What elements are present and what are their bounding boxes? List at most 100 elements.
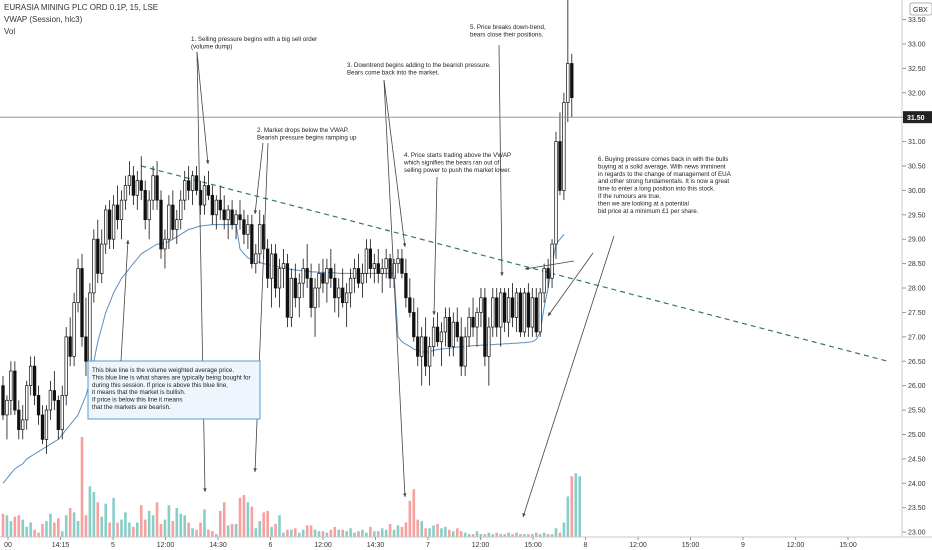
volume-bar (325, 532, 329, 537)
volume-bar (195, 529, 198, 537)
candle (171, 190, 175, 240)
candle-body (100, 243, 104, 274)
currency-label: GBX (913, 7, 928, 14)
candle (289, 268, 293, 328)
arrow-head (203, 488, 207, 492)
time-axis[interactable]: 00 14:15 5 12:00 14:30 6 12:00 14:30 7 12:00 15:00… (0, 536, 932, 549)
volume-bar (483, 534, 487, 537)
candle-body (416, 336, 420, 357)
volume-bar (246, 502, 250, 537)
candle (416, 307, 420, 367)
volume-bar (294, 528, 297, 537)
volume-bar (286, 529, 289, 537)
candle-body (25, 385, 29, 421)
volume-bar (100, 516, 104, 537)
volume-bar (538, 534, 542, 537)
price-axis[interactable]: 23.00 23.50 24.00 24.50 25.00 25.50 26.00 26.50… (0, 0, 932, 537)
candle-body (412, 312, 416, 338)
candle (542, 263, 546, 303)
price-tick-label: 25.50 (908, 408, 926, 415)
candle-body (36, 395, 41, 416)
volume-bar (5, 515, 9, 537)
volume-bar (167, 505, 171, 537)
candle (329, 248, 333, 289)
candle (424, 317, 428, 376)
volume-bar (120, 519, 123, 537)
candle (80, 253, 84, 347)
arrow-line (433, 176, 438, 316)
candle (447, 307, 451, 357)
candle-body (187, 180, 191, 191)
candle-body (317, 273, 321, 289)
candle (40, 405, 45, 445)
candle (554, 131, 558, 259)
volume-bar (404, 522, 408, 537)
last-price-badge (903, 111, 932, 124)
candle-body (404, 273, 408, 299)
volume-bar (459, 531, 463, 537)
candle (285, 253, 290, 328)
candle (135, 170, 139, 210)
candle (321, 258, 325, 293)
volume-bar (412, 489, 416, 537)
price-tick-label: 33.50 (908, 17, 926, 24)
candle-body (107, 209, 112, 240)
volume-bar (211, 531, 214, 537)
volume-bar (143, 519, 147, 537)
candle-body (194, 175, 199, 191)
candle-body (364, 248, 369, 274)
candle-body (64, 336, 68, 396)
candle (471, 297, 475, 337)
annotation-line: then we are looking at a potential (598, 200, 689, 207)
arrow-line (547, 252, 594, 317)
volume-bar (33, 529, 36, 537)
candle-body (139, 180, 143, 191)
arrow-line (524, 260, 575, 270)
volume-bar (179, 513, 183, 537)
candle (163, 229, 167, 269)
annotation-line: Bears come back into the market. (347, 69, 439, 76)
volume-bar (9, 521, 13, 537)
volume-bar (503, 534, 506, 537)
annotation-line: bid price at a minimum £1 per share. (598, 208, 699, 215)
candle (222, 195, 226, 230)
candle (190, 170, 195, 206)
volume-bar (471, 534, 475, 537)
candle (96, 219, 100, 284)
volume-bar (108, 522, 111, 537)
arrow-head (522, 513, 526, 517)
candle (119, 190, 124, 240)
candle (111, 195, 116, 249)
volume-bar (384, 529, 388, 537)
candle-body (530, 297, 534, 328)
candle-body (92, 238, 96, 294)
volume-bar (546, 534, 550, 537)
volume-bar (128, 522, 131, 537)
volume-bar (112, 497, 115, 537)
candle (64, 327, 68, 406)
candle (281, 248, 286, 289)
volume-bar (574, 473, 578, 537)
price-tick-label: 30.00 (908, 188, 926, 195)
candle-body (495, 297, 499, 328)
candle (250, 214, 254, 269)
volume-bar (353, 532, 356, 537)
candle-body (427, 346, 432, 367)
candle-body (111, 204, 116, 240)
candle-body (44, 409, 49, 440)
candle-body (277, 268, 282, 289)
volume-indicator-label[interactable]: Vol (4, 27, 16, 36)
volume-bar (266, 510, 269, 537)
candle (305, 244, 309, 289)
candle (234, 209, 238, 240)
candle-body (447, 316, 451, 347)
volume-bar (424, 528, 427, 537)
candle-body (467, 316, 471, 338)
candle-body (52, 390, 56, 401)
vwap-indicator-label[interactable]: VWAP (Session, hlc3) (4, 15, 83, 24)
volume-bar (349, 528, 352, 537)
annotation-line: selling power to push the market lower. (404, 167, 511, 174)
currency-badge[interactable] (909, 2, 932, 16)
candle-body (143, 190, 147, 221)
